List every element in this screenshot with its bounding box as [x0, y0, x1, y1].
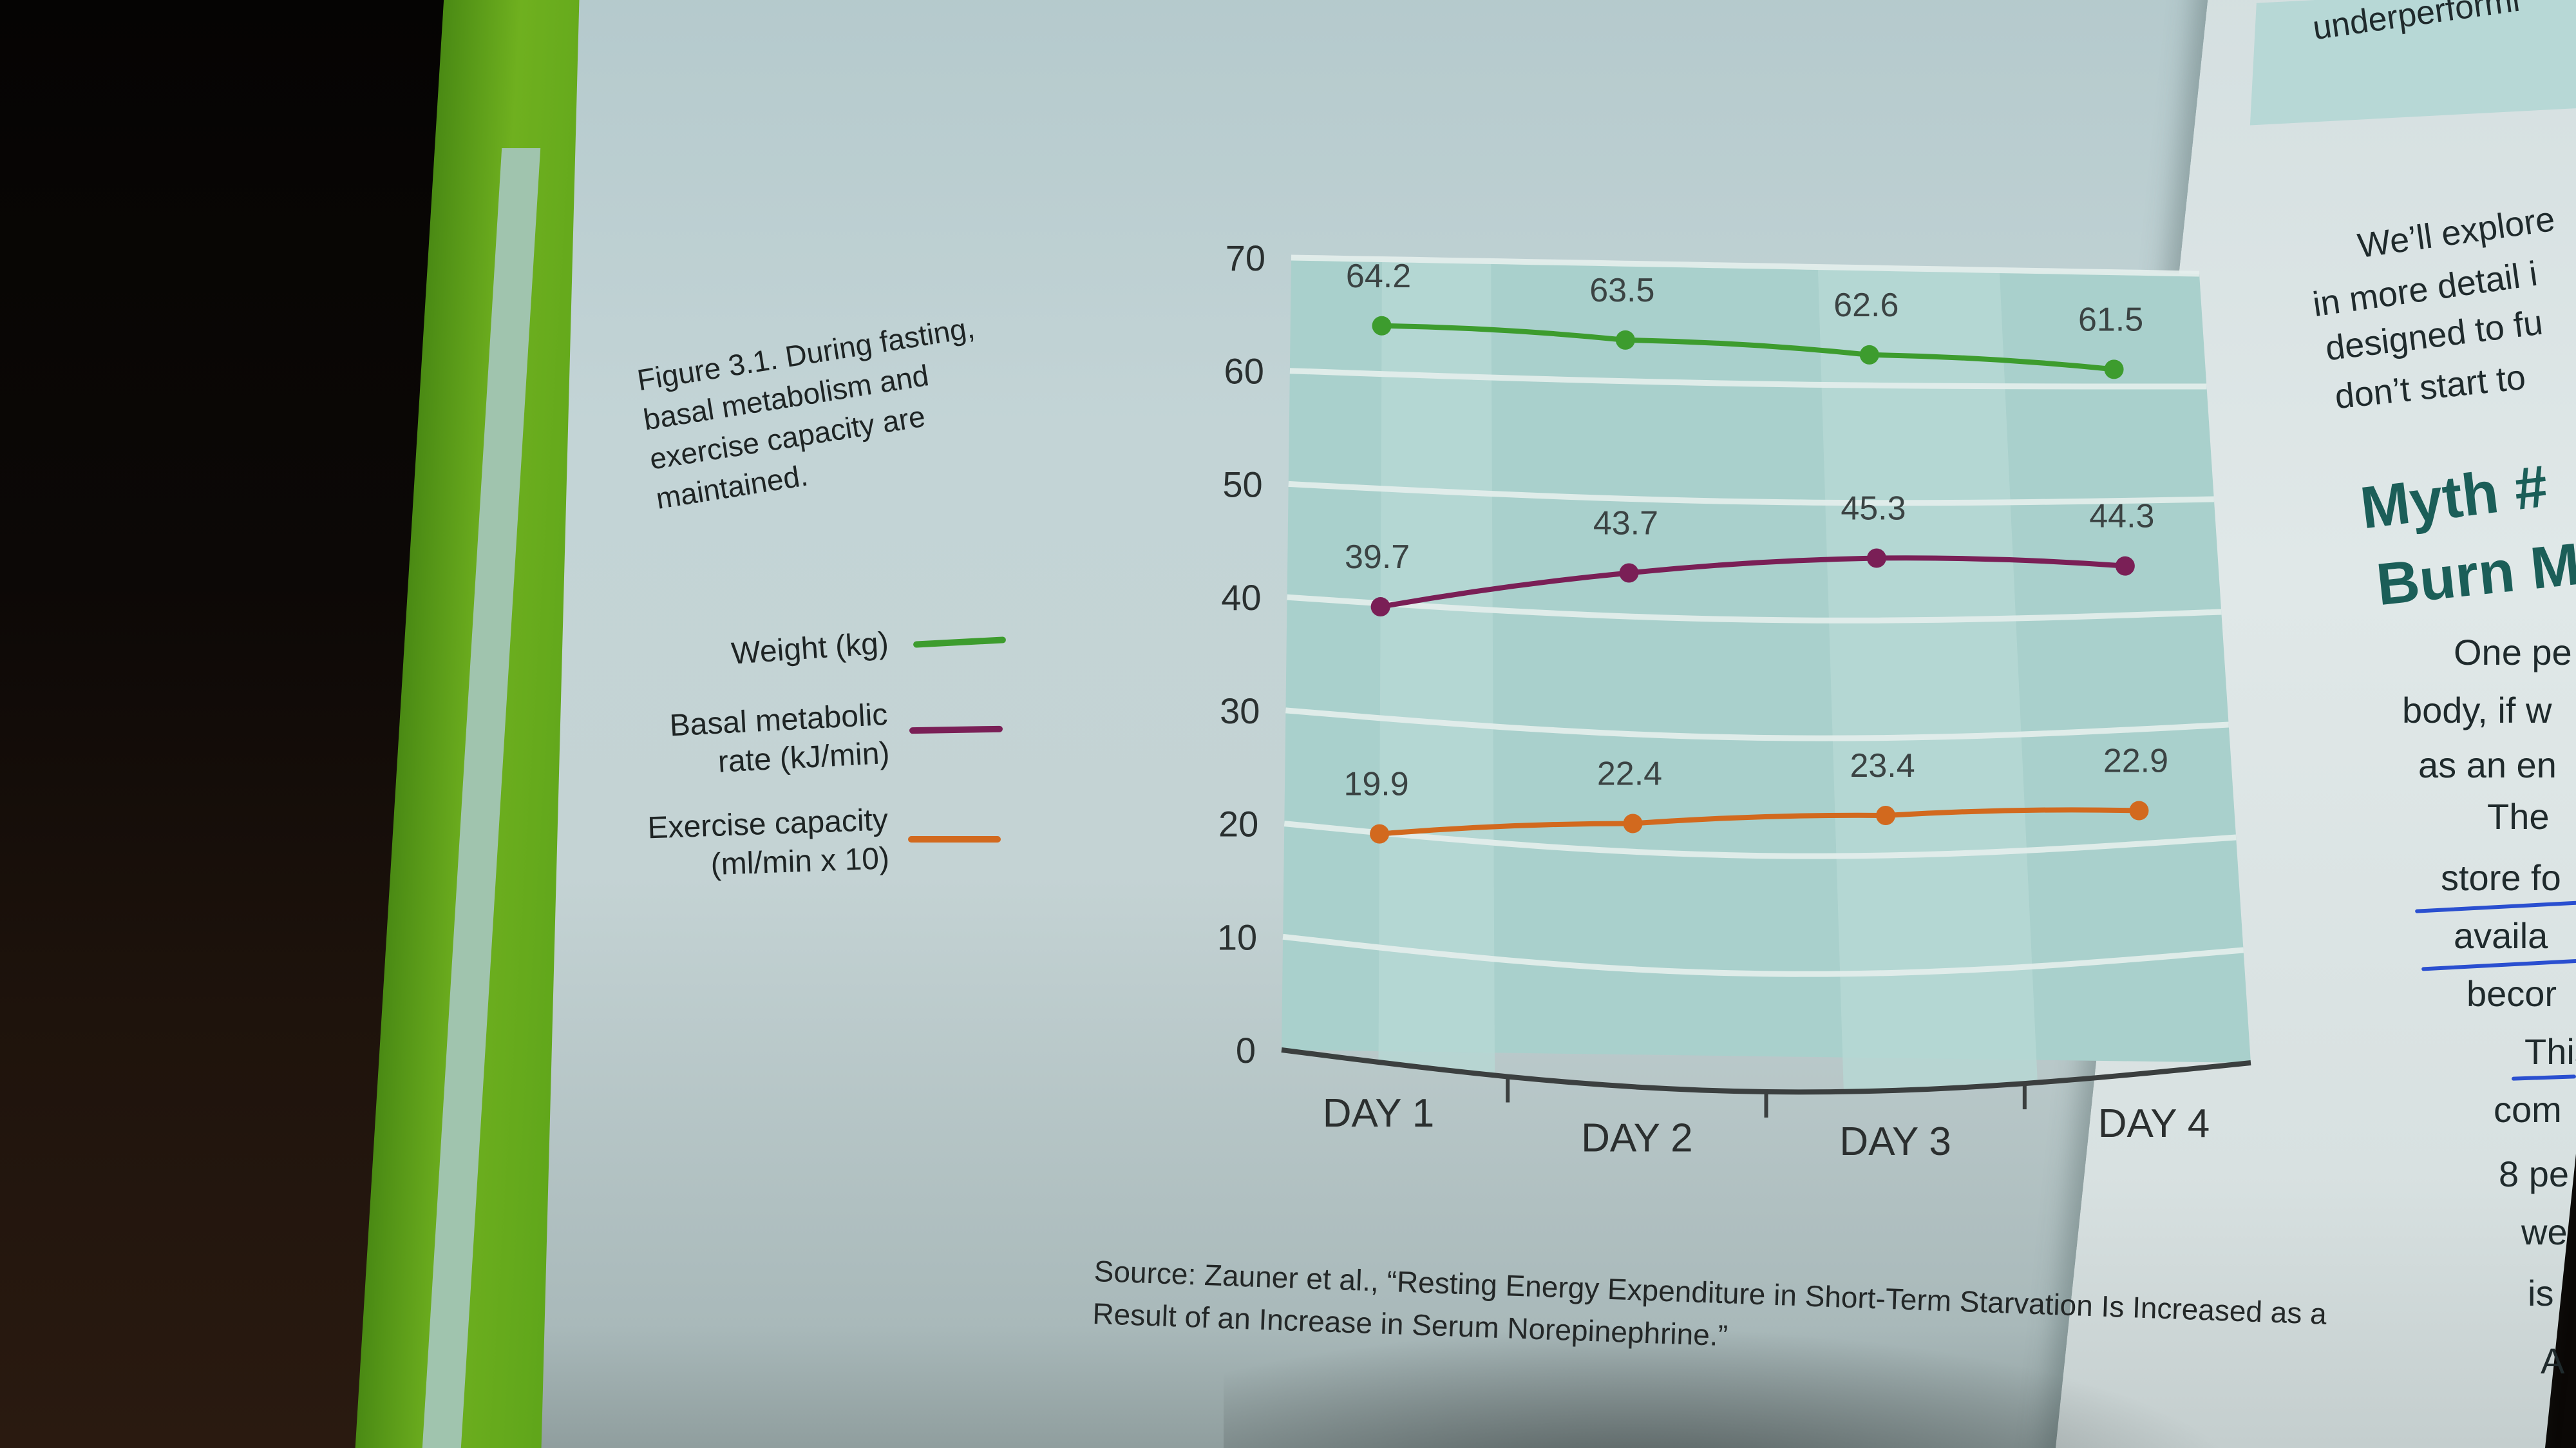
data-point-s0-1: [1372, 316, 1392, 336]
data-label-s0-2: 63.5: [1589, 272, 1654, 309]
right-para2-line12: is: [2528, 1273, 2554, 1313]
data-label-s1-4: 44.3: [2089, 498, 2154, 535]
data-point-s2-1: [1370, 824, 1390, 844]
y-tick-label-10: 10: [1217, 917, 1257, 957]
y-tick-label-50: 50: [1222, 464, 1262, 504]
data-label-s0-4: 61.5: [2078, 301, 2143, 338]
gridline-50: [1288, 481, 2214, 506]
right-para2-line7: becor: [2467, 973, 2557, 1014]
series-line-1: [1378, 555, 2128, 610]
x-tick-label-2: DAY 2: [1581, 1116, 1692, 1161]
y-tick-label-30: 30: [1220, 691, 1260, 731]
plot-background: [1282, 258, 2251, 1092]
series-line-2: [1377, 807, 2142, 837]
right-para2-line4: The: [2487, 796, 2550, 837]
data-point-s0-3: [1859, 345, 1879, 365]
data-point-s2-3: [1876, 806, 1896, 826]
y-tick-label-0: 0: [1236, 1030, 1256, 1071]
series-lines: [1370, 316, 2149, 844]
right-para2-line5: store fo: [2441, 857, 2561, 898]
right-para2-line13: A: [2541, 1340, 2565, 1381]
data-point-s0-2: [1615, 330, 1635, 350]
right-para2-line11: we: [2521, 1212, 2568, 1252]
legend-line-exercise: [908, 836, 1001, 843]
data-label-s0-1: 64.2: [1346, 258, 1411, 295]
right-para2-line9: com: [2494, 1089, 2562, 1130]
y-tick-label-40: 40: [1221, 577, 1261, 618]
x-tick-label-4: DAY 4: [2098, 1101, 2210, 1146]
gridline-10: [1282, 933, 2244, 977]
y-tick-label-20: 20: [1218, 804, 1258, 844]
axes: DAY 1 DAY 2 DAY 3 DAY 4: [1281, 1047, 2251, 1164]
data-labels: 64.2 63.5 62.6 61.5 39.7 43.7 45.3 44.3 19.9 22.4…: [1343, 258, 2168, 803]
page-shadow: [1224, 1327, 2254, 1448]
gridline-70: [1291, 254, 2200, 277]
data-point-s1-3: [1866, 548, 1886, 568]
right-para2-line6: availa: [2454, 915, 2548, 956]
data-label-s1-3: 45.3: [1841, 490, 1906, 527]
data-point-s2-2: [1623, 814, 1643, 834]
right-para2-line8: This: [2524, 1031, 2576, 1072]
data-point-s0-4: [2104, 359, 2124, 379]
data-label-s2-4: 22.9: [2103, 743, 2168, 780]
plot-band-1: [1817, 267, 2038, 1092]
gridline-60: [1289, 368, 2207, 390]
data-label-s1-2: 43.7: [1593, 504, 1658, 542]
right-para2-line3: as an en: [2418, 745, 2557, 785]
data-point-s1-2: [1619, 563, 1639, 583]
gridline-40: [1287, 594, 2222, 624]
series-line-0: [1379, 323, 2117, 372]
data-label-s1-1: 39.7: [1345, 538, 1410, 576]
y-tick-label-70: 70: [1226, 238, 1265, 278]
data-point-s1-4: [2115, 556, 2135, 576]
gridline-20: [1283, 821, 2237, 859]
right-para2-line1: One pe: [2454, 632, 2572, 672]
x-tick-label-3: DAY 3: [1839, 1119, 1951, 1164]
plot-band-0: [1378, 259, 1495, 1076]
right-para2-line10: 8 pe: [2499, 1154, 2569, 1194]
y-tick-label-60: 60: [1224, 351, 1264, 392]
x-tick-label-1: DAY 1: [1323, 1091, 1434, 1136]
data-label-s2-3: 23.4: [1850, 747, 1915, 785]
gridline-30: [1285, 707, 2229, 741]
data-label-s2-1: 19.9: [1343, 766, 1408, 803]
data-point-s2-4: [2129, 801, 2149, 821]
data-label-s2-2: 22.4: [1597, 755, 1662, 792]
gridlines: 0 10 20 30 40 50 60 70: [1217, 238, 2244, 1071]
data-point-s1-1: [1370, 597, 1390, 617]
right-para2-line2: body, if w: [2402, 690, 2552, 730]
data-label-s0-3: 62.6: [1833, 287, 1899, 324]
